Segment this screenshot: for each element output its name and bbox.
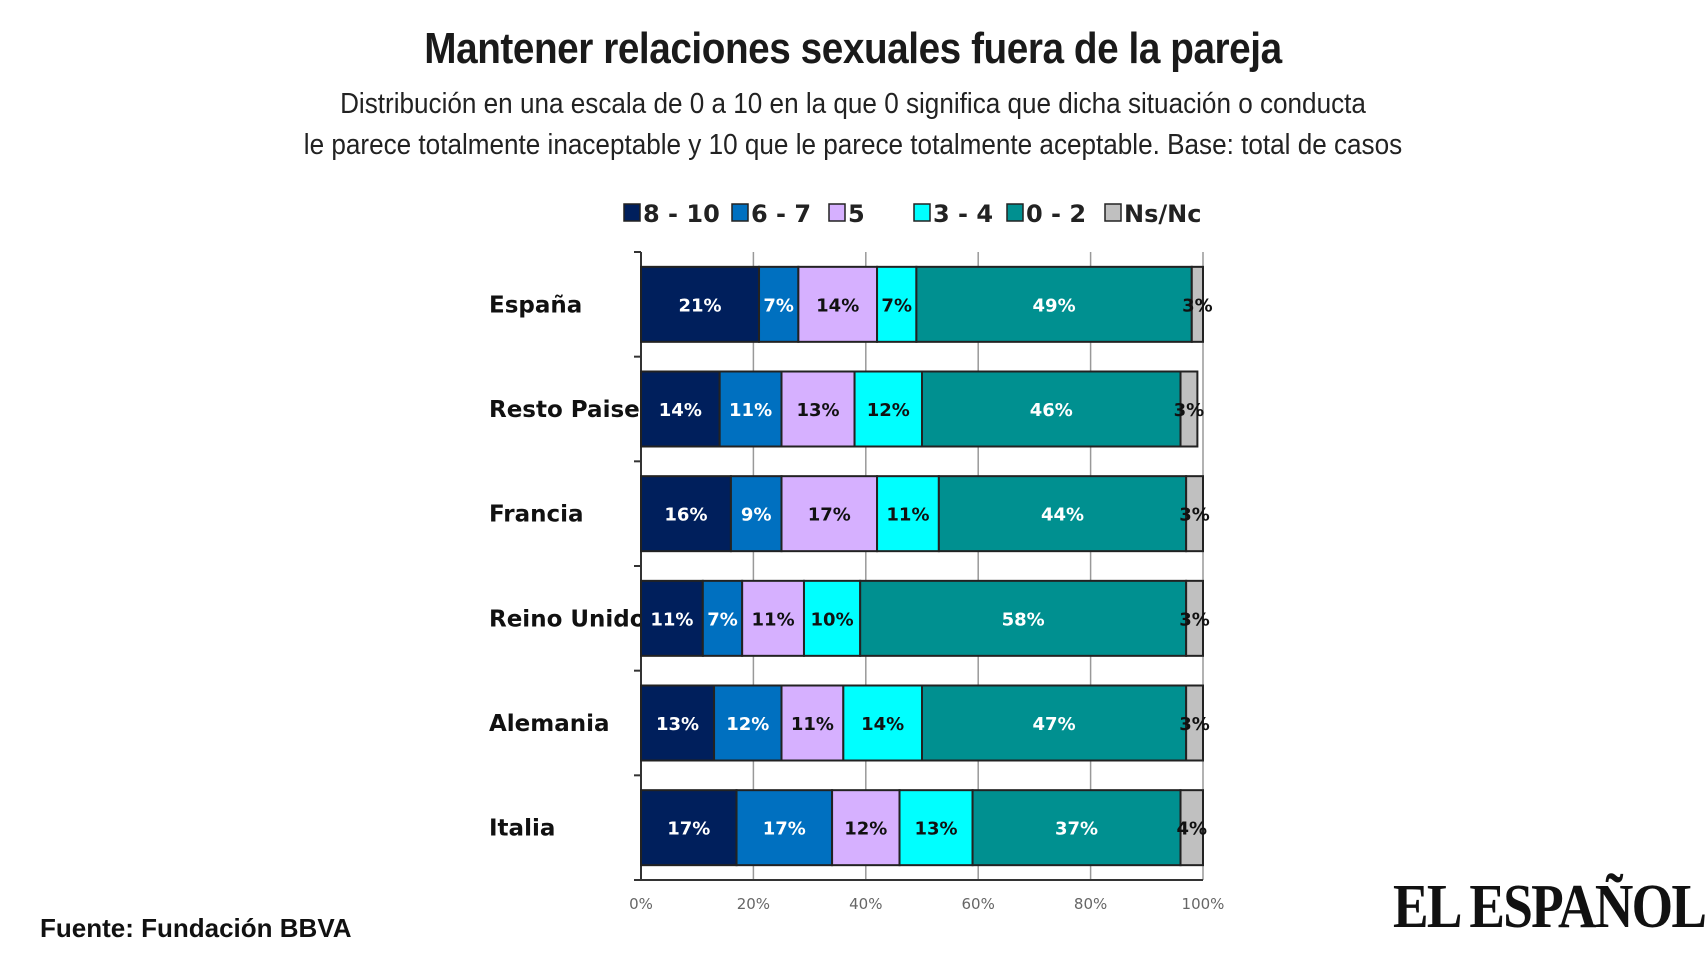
data-label: 11% xyxy=(650,609,693,630)
chart-title: Mantener relaciones sexuales fuera de la… xyxy=(424,24,1282,73)
bar-segment xyxy=(713,684,783,762)
data-label: 13% xyxy=(915,819,958,840)
data-label: 7% xyxy=(763,295,794,316)
bar-segment xyxy=(853,370,923,448)
bar-segment xyxy=(842,684,924,762)
data-label: 7% xyxy=(881,295,912,316)
data-label: 21% xyxy=(678,295,721,316)
legend-label: 8 - 10 xyxy=(643,200,720,228)
bar-segment xyxy=(1179,370,1199,448)
bar-segment xyxy=(797,265,879,343)
data-label: 3% xyxy=(1179,505,1210,526)
x-tick-label: 60% xyxy=(962,895,995,913)
legend-swatch xyxy=(623,203,641,222)
legend-swatch xyxy=(1104,203,1122,222)
chart-subtitle-line-1: Distribución en una escala de 0 a 10 en … xyxy=(340,88,1366,120)
data-label: 47% xyxy=(1033,714,1076,735)
bar-segment xyxy=(1179,789,1205,867)
data-label: 37% xyxy=(1055,819,1098,840)
legend-label: 3 - 4 xyxy=(933,200,993,228)
category-label: Reino Unido xyxy=(489,606,646,632)
x-tick-label: 20% xyxy=(737,895,770,913)
legend-label: 5 xyxy=(848,200,865,228)
data-label: 49% xyxy=(1033,295,1076,316)
bar-segment xyxy=(741,579,805,657)
data-label: 46% xyxy=(1030,400,1073,421)
data-label: 14% xyxy=(659,400,702,421)
data-label: 12% xyxy=(867,400,910,421)
legend-swatch xyxy=(1006,203,1024,222)
data-label: 3% xyxy=(1179,714,1210,735)
data-label: 58% xyxy=(1002,609,1045,630)
category-label: Resto Paises xyxy=(489,397,653,423)
category-label: Italia xyxy=(489,816,555,842)
data-label: 16% xyxy=(664,505,707,526)
legend-label: 0 - 2 xyxy=(1026,200,1086,228)
category-label: Francia xyxy=(489,502,584,528)
data-label: 13% xyxy=(796,400,839,421)
bar-segment xyxy=(729,475,783,553)
source-note: Fuente: Fundación BBVA xyxy=(40,913,352,943)
legend-label: Ns/Nc xyxy=(1124,200,1201,228)
bar-segment xyxy=(1185,684,1205,762)
data-label: 7% xyxy=(707,609,738,630)
legend-swatch xyxy=(731,203,749,222)
data-label: 9% xyxy=(741,505,772,526)
x-tick-label: 0% xyxy=(629,895,653,913)
bar-segment xyxy=(640,684,716,762)
data-label: 44% xyxy=(1041,505,1084,526)
bar-segment xyxy=(780,475,879,553)
data-label: 14% xyxy=(816,295,859,316)
bar-segment xyxy=(971,789,1182,867)
bar-segment xyxy=(831,789,901,867)
bar-segment xyxy=(640,265,761,343)
chart-subtitle-line-2: le parece totalmente inaceptable y 10 qu… xyxy=(303,129,1403,161)
data-label: 11% xyxy=(886,505,929,526)
category-label: España xyxy=(489,292,582,318)
data-label: 11% xyxy=(752,609,795,630)
bar-segment xyxy=(780,370,856,448)
data-label: 12% xyxy=(726,714,769,735)
bar-segment xyxy=(1190,265,1205,343)
data-label: 4% xyxy=(1176,819,1207,840)
bar-segment xyxy=(735,789,834,867)
data-label: 10% xyxy=(811,609,854,630)
data-label: 17% xyxy=(763,819,806,840)
data-label: 14% xyxy=(861,714,904,735)
x-tick-label: 100% xyxy=(1182,895,1225,913)
data-label: 3% xyxy=(1182,295,1213,316)
bar-segment xyxy=(640,579,704,657)
bar-segment xyxy=(921,684,1188,762)
data-label: 3% xyxy=(1174,400,1205,421)
data-label: 17% xyxy=(808,505,851,526)
data-label: 11% xyxy=(791,714,834,735)
bar-segment xyxy=(1185,475,1205,553)
data-label: 3% xyxy=(1179,609,1210,630)
bar-segment xyxy=(701,579,744,657)
bar-segment xyxy=(915,265,1193,343)
data-label: 11% xyxy=(729,400,772,421)
bar-segment xyxy=(718,370,783,448)
bar-segment xyxy=(859,579,1188,657)
data-label: 13% xyxy=(656,714,699,735)
data-label: 17% xyxy=(667,819,710,840)
x-tick-label: 40% xyxy=(849,895,882,913)
legend-swatch xyxy=(913,203,931,222)
legend-label: 6 - 7 xyxy=(751,200,811,228)
bar-segment xyxy=(876,265,918,343)
bar-segment xyxy=(640,370,721,448)
el-espanol-logo: EL ESPAÑOL xyxy=(1393,873,1706,941)
legend-swatch xyxy=(828,203,846,222)
bar-segment xyxy=(758,265,800,343)
bar-segment xyxy=(921,370,1182,448)
data-label: 12% xyxy=(844,819,887,840)
x-tick-label: 80% xyxy=(1074,895,1107,913)
category-label: Alemania xyxy=(489,711,610,737)
bar-segment xyxy=(1185,579,1205,657)
